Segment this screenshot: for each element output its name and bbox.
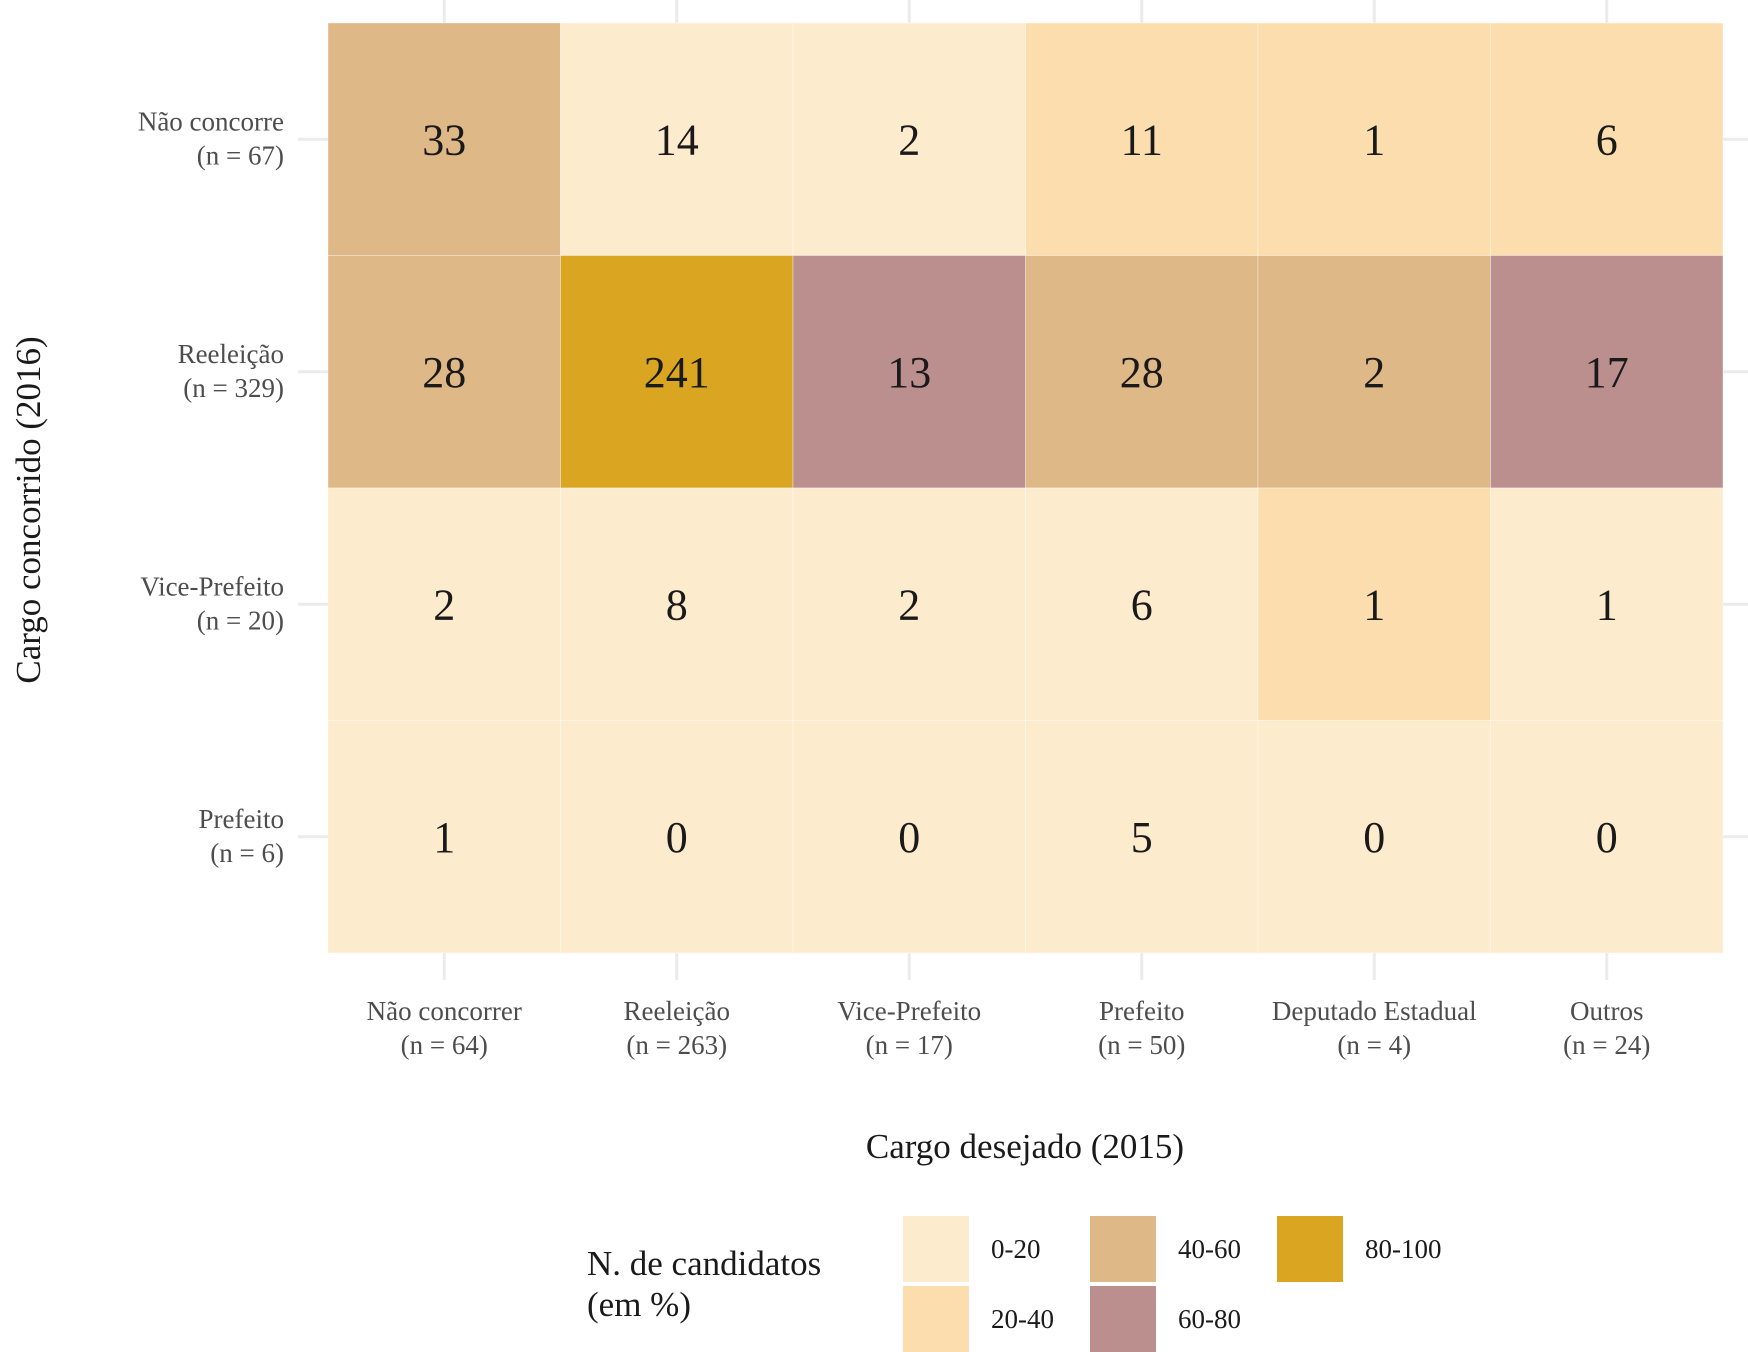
x-tick-label: Outros xyxy=(1570,996,1644,1026)
heatmap-cell xyxy=(1257,22,1491,256)
x-tick-count: (n = 17) xyxy=(866,1030,953,1060)
x-tick-count: (n = 24) xyxy=(1563,1030,1650,1060)
legend-key xyxy=(903,1216,969,1282)
x-tick-count: (n = 263) xyxy=(626,1030,727,1060)
heatmap-cell xyxy=(327,22,561,256)
cell-value-label: 28 xyxy=(422,348,466,397)
heatmap-cells: 33 14 2 11 1 628 241 13 28 2 172 8 2 6 1 11 0 0 5 0 0 xyxy=(327,22,1724,954)
cell-value-label: 17 xyxy=(1585,348,1629,397)
cell-value-label: 0 xyxy=(1363,813,1385,862)
cell-value-label: 6 xyxy=(1131,580,1153,629)
cell-value-label: 1 xyxy=(1363,580,1385,629)
legend: N. de candidatos (em %) 0-20 20-40 40-60 60… xyxy=(587,1216,1442,1352)
legend-label: 0-20 xyxy=(991,1234,1041,1264)
cell-value-label: 5 xyxy=(1131,813,1153,862)
legend-label: 80-100 xyxy=(1365,1234,1442,1264)
cell-value-label: 2 xyxy=(1363,348,1385,397)
heatmap-cell xyxy=(1025,720,1259,954)
cell-value-label: 11 xyxy=(1121,115,1163,164)
y-tick-count: (n = 6) xyxy=(210,838,284,868)
heatmap-cell xyxy=(1490,255,1724,489)
x-tick-label: Vice-Prefeito xyxy=(837,996,981,1026)
legend-label: 60-80 xyxy=(1178,1304,1241,1334)
y-tick-label: Vice-Prefeito xyxy=(140,571,284,601)
cell-value-label: 2 xyxy=(433,580,455,629)
heatmap-cell xyxy=(1025,255,1259,489)
legend-key xyxy=(1277,1216,1343,1282)
heatmap-cell xyxy=(327,720,561,954)
cell-value-label: 2 xyxy=(898,115,920,164)
legend-label: 40-60 xyxy=(1178,1234,1241,1264)
cell-value-label: 8 xyxy=(666,580,688,629)
heatmap-cell xyxy=(327,255,561,489)
heatmap-cell xyxy=(1025,487,1259,721)
y-tick-label: Não concorre xyxy=(138,106,284,136)
y-tick-count: (n = 67) xyxy=(197,140,284,170)
legend-items: 0-20 20-40 40-60 60-80 80-100 xyxy=(903,1216,1442,1352)
heatmap-cell xyxy=(560,487,794,721)
x-axis-title: Cargo desejado (2015) xyxy=(866,1127,1184,1166)
cell-value-label: 6 xyxy=(1596,115,1618,164)
y-tick-count: (n = 20) xyxy=(197,605,284,635)
x-tick-count: (n = 50) xyxy=(1098,1030,1185,1060)
x-axis-tick-labels: Não concorrer (n = 64) Reeleição (n = 263) V… xyxy=(367,996,1651,1060)
heatmap-cell xyxy=(792,487,1026,721)
x-tick-label: Reeleição xyxy=(624,996,730,1026)
cell-value-label: 241 xyxy=(644,348,710,397)
cell-value-label: 0 xyxy=(666,813,688,862)
x-tick-label: Não concorrer xyxy=(367,996,522,1026)
x-tick-count: (n = 64) xyxy=(401,1030,488,1060)
heatmap-cell xyxy=(327,487,561,721)
cell-value-label: 13 xyxy=(887,348,931,397)
heatmap-cell xyxy=(1257,720,1491,954)
cell-value-label: 1 xyxy=(1363,115,1385,164)
x-tick-label: Prefeito xyxy=(1099,996,1184,1026)
heatmap-cell xyxy=(792,255,1026,489)
legend-title-line-2: (em %) xyxy=(587,1285,691,1324)
y-tick-label: Prefeito xyxy=(199,804,284,834)
legend-key xyxy=(1090,1216,1156,1282)
cell-value-label: 0 xyxy=(1596,813,1618,862)
cell-value-label: 2 xyxy=(898,580,920,629)
y-tick-count: (n = 329) xyxy=(183,373,284,403)
x-tick-count: (n = 4) xyxy=(1337,1030,1411,1060)
y-tick-label: Reeleição xyxy=(178,339,284,369)
cell-value-label: 1 xyxy=(1596,580,1618,629)
cell-value-label: 33 xyxy=(422,115,466,164)
heatmap-cell xyxy=(560,720,794,954)
legend-key xyxy=(903,1286,969,1352)
heatmap-cell xyxy=(1025,22,1259,256)
x-tick-label: Deputado Estadual xyxy=(1272,996,1477,1026)
legend-key xyxy=(1090,1286,1156,1352)
cell-value-label: 1 xyxy=(433,813,455,862)
heatmap-cell xyxy=(1490,720,1724,954)
cell-value-label: 0 xyxy=(898,813,920,862)
cell-value-label: 14 xyxy=(655,115,699,164)
heatmap-cell xyxy=(1257,255,1491,489)
y-axis-title: Cargo concorrido (2016) xyxy=(9,336,48,683)
legend-title-line-1: N. de candidatos xyxy=(587,1244,821,1283)
heatmap-cell xyxy=(560,22,794,256)
cell-value-label: 28 xyxy=(1120,348,1164,397)
heatmap-cell xyxy=(1490,487,1724,721)
legend-label: 20-40 xyxy=(991,1304,1054,1334)
heatmap-cell xyxy=(560,255,794,489)
heatmap-cell xyxy=(792,720,1026,954)
heatmap-cell xyxy=(1490,22,1724,256)
y-axis-tick-labels: Não concorre (n = 67) Reeleição (n = 329) Vi… xyxy=(138,106,284,868)
